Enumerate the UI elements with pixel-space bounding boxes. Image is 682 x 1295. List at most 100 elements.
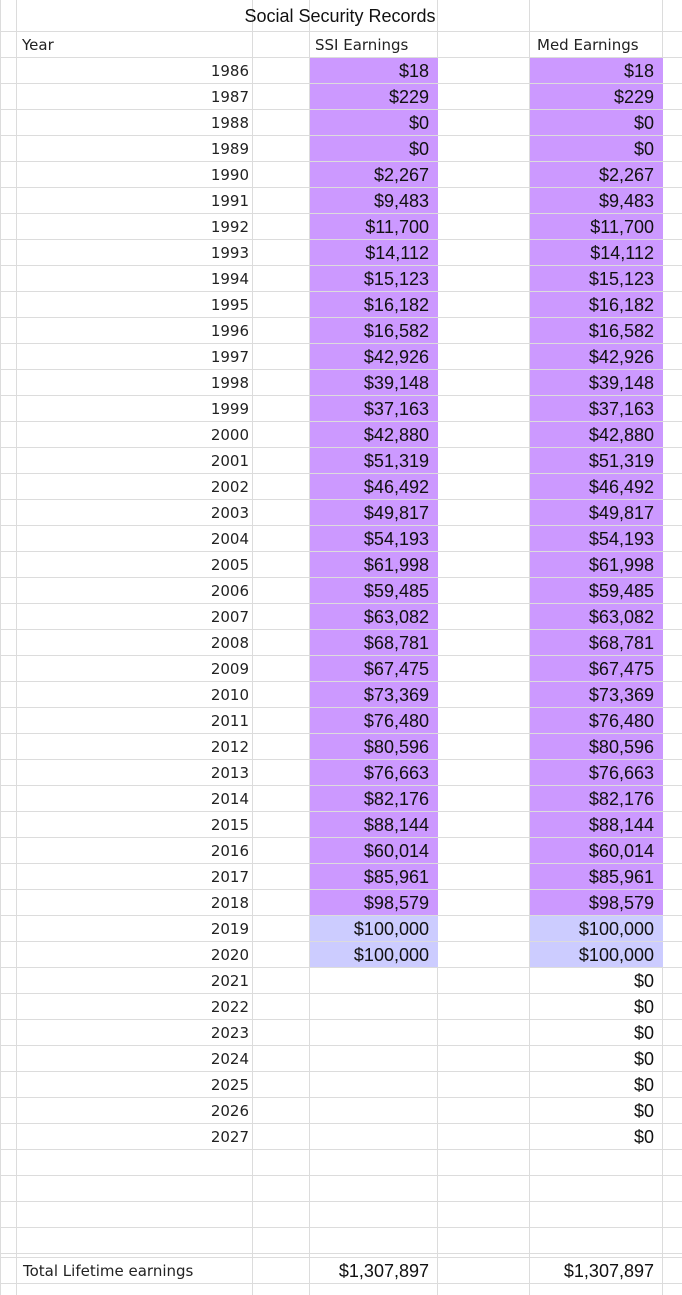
year-cell[interactable]: 1997 — [210, 348, 249, 366]
med-earnings-cell[interactable]: $9,483 — [530, 188, 663, 213]
year-cell[interactable]: 2023 — [210, 1024, 249, 1042]
ssi-earnings-cell[interactable]: $2,267 — [310, 162, 438, 187]
year-cell[interactable]: 2017 — [210, 868, 249, 886]
med-earnings-cell[interactable]: $85,961 — [530, 864, 663, 889]
med-earnings-cell[interactable]: $76,480 — [530, 708, 663, 733]
ssi-earnings-cell[interactable]: $229 — [310, 84, 438, 109]
ssi-header-cell[interactable]: SSI Earnings — [253, 32, 469, 57]
year-cell[interactable]: 2016 — [210, 842, 249, 860]
ssi-earnings-cell[interactable]: $14,112 — [310, 240, 438, 265]
year-cell[interactable]: 1998 — [210, 374, 249, 392]
year-cell[interactable]: 2022 — [210, 998, 249, 1016]
total-ssi-cell[interactable]: $1,307,897 — [338, 1261, 429, 1281]
med-earnings-cell[interactable]: $0 — [633, 1127, 654, 1147]
ssi-earnings-cell[interactable]: $42,926 — [310, 344, 438, 369]
med-earnings-cell[interactable]: $0 — [633, 1075, 654, 1095]
med-earnings-cell[interactable]: $18 — [530, 58, 663, 83]
year-cell[interactable]: 2024 — [210, 1050, 249, 1068]
med-earnings-cell[interactable]: $76,663 — [530, 760, 663, 785]
med-earnings-cell[interactable]: $59,485 — [530, 578, 663, 603]
year-cell[interactable]: 2006 — [210, 582, 249, 600]
med-earnings-cell[interactable]: $100,000 — [530, 916, 663, 941]
ssi-earnings-cell[interactable]: $39,148 — [310, 370, 438, 395]
year-cell[interactable]: 2026 — [210, 1102, 249, 1120]
ssi-earnings-cell[interactable]: $54,193 — [310, 526, 438, 551]
year-cell[interactable]: 2003 — [210, 504, 249, 522]
med-earnings-cell[interactable]: $73,369 — [530, 682, 663, 707]
year-cell[interactable]: 2013 — [210, 764, 249, 782]
year-cell[interactable]: 2002 — [210, 478, 249, 496]
med-earnings-cell[interactable]: $0 — [633, 1023, 654, 1043]
ssi-earnings-cell[interactable]: $61,998 — [310, 552, 438, 577]
year-cell[interactable]: 2000 — [210, 426, 249, 444]
ssi-earnings-cell[interactable]: $18 — [310, 58, 438, 83]
ssi-earnings-cell[interactable]: $63,082 — [310, 604, 438, 629]
ssi-earnings-cell[interactable]: $9,483 — [310, 188, 438, 213]
ssi-earnings-cell[interactable]: $76,480 — [310, 708, 438, 733]
year-cell[interactable]: 1996 — [210, 322, 249, 340]
ssi-earnings-cell[interactable]: $37,163 — [310, 396, 438, 421]
year-cell[interactable]: 1988 — [210, 114, 249, 132]
ssi-earnings-cell[interactable]: $88,144 — [310, 812, 438, 837]
ssi-earnings-cell[interactable]: $100,000 — [310, 916, 438, 941]
med-earnings-cell[interactable]: $80,596 — [530, 734, 663, 759]
med-earnings-cell[interactable]: $39,148 — [530, 370, 663, 395]
med-earnings-cell[interactable]: $49,817 — [530, 500, 663, 525]
year-cell[interactable]: 2020 — [210, 946, 249, 964]
year-cell[interactable]: 2015 — [210, 816, 249, 834]
med-earnings-cell[interactable]: $15,123 — [530, 266, 663, 291]
ssi-earnings-cell[interactable]: $16,582 — [310, 318, 438, 343]
ssi-earnings-cell[interactable]: $59,485 — [310, 578, 438, 603]
med-earnings-cell[interactable]: $0 — [530, 110, 663, 135]
med-earnings-cell[interactable]: $54,193 — [530, 526, 663, 551]
med-earnings-cell[interactable]: $42,926 — [530, 344, 663, 369]
ssi-earnings-cell[interactable] — [310, 1072, 438, 1097]
ssi-earnings-cell[interactable]: $82,176 — [310, 786, 438, 811]
year-cell[interactable]: 2004 — [210, 530, 249, 548]
ssi-earnings-cell[interactable] — [310, 994, 438, 1019]
ssi-earnings-cell[interactable]: $85,961 — [310, 864, 438, 889]
ssi-earnings-cell[interactable]: $42,880 — [310, 422, 438, 447]
med-earnings-cell[interactable]: $60,014 — [530, 838, 663, 863]
med-earnings-cell[interactable]: $0 — [633, 971, 654, 991]
ssi-earnings-cell[interactable]: $100,000 — [310, 942, 438, 967]
year-cell[interactable]: 2008 — [210, 634, 249, 652]
total-label[interactable]: Total Lifetime earnings — [23, 1262, 194, 1280]
med-earnings-cell[interactable]: $61,998 — [530, 552, 663, 577]
sheet-title[interactable]: Social Security Records — [244, 6, 436, 26]
year-cell[interactable]: 1993 — [210, 244, 249, 262]
med-earnings-cell[interactable]: $2,267 — [530, 162, 663, 187]
med-earnings-cell[interactable]: $42,880 — [530, 422, 663, 447]
year-cell[interactable]: 2021 — [210, 972, 249, 990]
med-earnings-cell[interactable]: $100,000 — [530, 942, 663, 967]
year-cell[interactable]: 2014 — [210, 790, 249, 808]
year-cell[interactable]: 1992 — [210, 218, 249, 236]
med-earnings-cell[interactable]: $68,781 — [530, 630, 663, 655]
ssi-earnings-cell[interactable] — [310, 1046, 438, 1071]
ssi-earnings-cell[interactable]: $16,182 — [310, 292, 438, 317]
med-earnings-cell[interactable]: $229 — [530, 84, 663, 109]
year-cell[interactable]: 1987 — [210, 88, 249, 106]
med-earnings-cell[interactable]: $37,163 — [530, 396, 663, 421]
ssi-earnings-cell[interactable]: $76,663 — [310, 760, 438, 785]
year-cell[interactable]: 2009 — [210, 660, 249, 678]
med-earnings-cell[interactable]: $63,082 — [530, 604, 663, 629]
ssi-earnings-cell[interactable]: $49,817 — [310, 500, 438, 525]
ssi-earnings-cell[interactable]: $46,492 — [310, 474, 438, 499]
ssi-earnings-cell[interactable]: $60,014 — [310, 838, 438, 863]
year-cell[interactable]: 2027 — [210, 1128, 249, 1146]
year-cell[interactable]: 1991 — [210, 192, 249, 210]
year-cell[interactable]: 1999 — [210, 400, 249, 418]
year-cell[interactable]: 1990 — [210, 166, 249, 184]
med-earnings-cell[interactable]: $0 — [530, 136, 663, 161]
ssi-earnings-cell[interactable]: $11,700 — [310, 214, 438, 239]
med-earnings-cell[interactable]: $88,144 — [530, 812, 663, 837]
ssi-earnings-cell[interactable]: $0 — [310, 110, 438, 135]
ssi-earnings-cell[interactable] — [310, 1020, 438, 1045]
med-earnings-cell[interactable]: $51,319 — [530, 448, 663, 473]
ssi-earnings-cell[interactable]: $67,475 — [310, 656, 438, 681]
year-cell[interactable]: 2005 — [210, 556, 249, 574]
year-cell[interactable]: 2012 — [210, 738, 249, 756]
ssi-earnings-cell[interactable]: $80,596 — [310, 734, 438, 759]
year-cell[interactable]: 2025 — [210, 1076, 249, 1094]
